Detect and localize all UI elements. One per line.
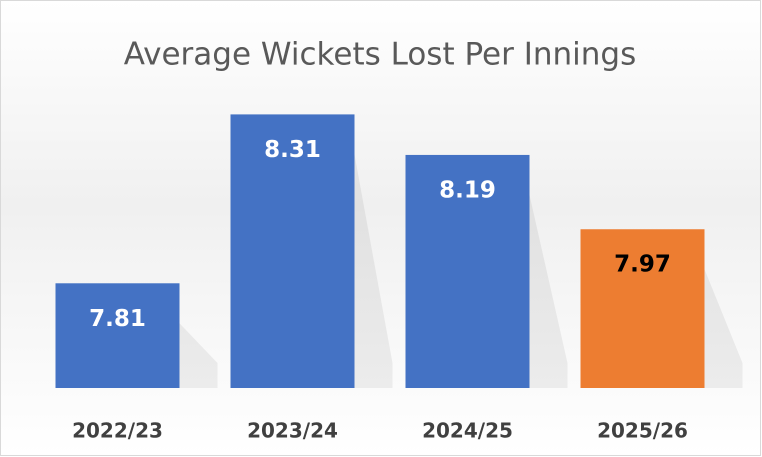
bar bbox=[405, 154, 530, 388]
bar bbox=[230, 114, 355, 389]
data-label: 8.31 bbox=[264, 137, 321, 163]
data-label: 7.81 bbox=[89, 306, 146, 332]
x-tick-label: 2025/26 bbox=[597, 419, 688, 443]
x-tick-label: 2024/25 bbox=[422, 419, 513, 443]
data-label: 7.97 bbox=[614, 252, 671, 278]
bar-shadow bbox=[354, 154, 393, 388]
data-label: 8.19 bbox=[439, 177, 496, 203]
bar-shadow bbox=[704, 269, 743, 388]
bar bbox=[55, 283, 180, 388]
chart-title: Average Wickets Lost Per Innings bbox=[124, 37, 637, 73]
bar bbox=[580, 229, 705, 388]
x-tick-label: 2022/23 bbox=[72, 419, 163, 443]
x-tick-label: 2023/24 bbox=[247, 419, 338, 443]
bar-shadow bbox=[179, 323, 218, 388]
bar-shadow bbox=[529, 194, 568, 388]
